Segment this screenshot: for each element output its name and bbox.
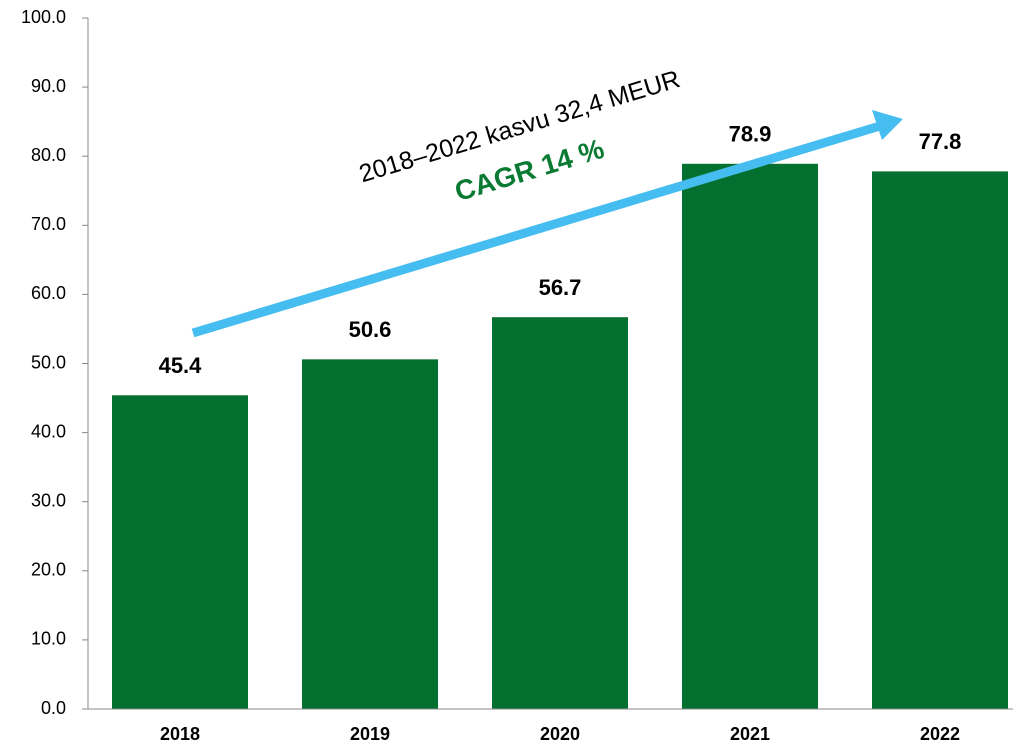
data-label: 56.7 — [539, 275, 582, 300]
y-tick-label: 0.0 — [41, 698, 66, 718]
x-tick-label: 2020 — [540, 724, 580, 744]
y-tick-label: 10.0 — [31, 629, 66, 649]
y-tick-label: 100.0 — [21, 7, 66, 27]
x-tick-label: 2018 — [160, 724, 200, 744]
data-label: 50.6 — [349, 317, 392, 342]
bar — [492, 317, 628, 709]
data-label: 78.9 — [729, 122, 772, 147]
y-tick-label: 60.0 — [31, 283, 66, 303]
bar — [302, 359, 438, 709]
trend-arrow — [191, 121, 882, 338]
arrow-head — [872, 110, 903, 140]
x-tick-label: 2019 — [350, 724, 390, 744]
bar — [872, 171, 1008, 710]
y-tick-label: 30.0 — [31, 490, 66, 510]
x-tick-label: 2021 — [730, 724, 770, 744]
y-tick-label: 20.0 — [31, 560, 66, 580]
bar — [112, 395, 248, 709]
y-tick-label: 50.0 — [31, 352, 66, 372]
bar — [682, 163, 818, 709]
data-label: 77.8 — [919, 129, 962, 154]
y-tick-label: 80.0 — [31, 145, 66, 165]
y-tick-label: 70.0 — [31, 214, 66, 234]
data-label: 45.4 — [159, 353, 203, 378]
y-tick-label: 40.0 — [31, 421, 66, 441]
x-tick-label: 2022 — [920, 724, 960, 744]
y-tick-label: 90.0 — [31, 76, 66, 96]
